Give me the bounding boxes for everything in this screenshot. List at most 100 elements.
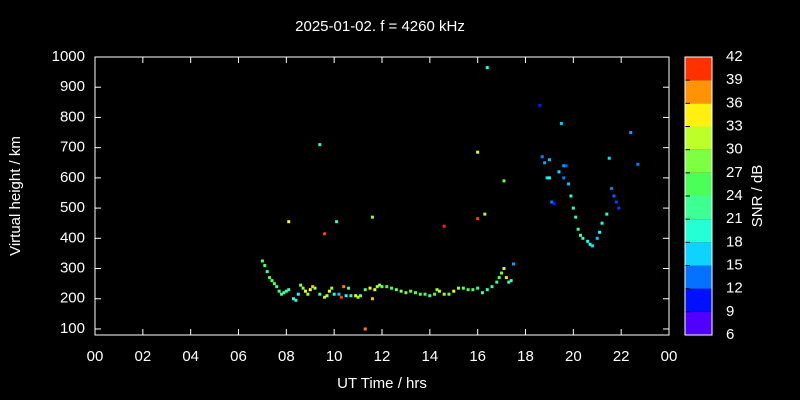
data-point [538, 103, 542, 107]
y-tick-label: 700 [60, 139, 85, 156]
data-point [433, 292, 437, 296]
data-point [590, 244, 594, 248]
data-point [437, 289, 441, 293]
data-point [301, 286, 305, 290]
colorbar-block [685, 265, 712, 289]
data-point [296, 292, 300, 296]
data-point [567, 182, 571, 186]
data-point [394, 288, 398, 292]
data-point [435, 288, 439, 292]
data-point [373, 288, 377, 292]
colorbar-tick-label: 15 [726, 256, 743, 273]
data-point [495, 280, 499, 284]
data-point [483, 212, 487, 216]
data-point [363, 288, 367, 292]
data-point [617, 206, 621, 210]
data-point [504, 276, 508, 280]
data-point [342, 285, 346, 289]
data-point [390, 286, 394, 290]
x-tick-label: 02 [134, 348, 151, 365]
data-point [552, 202, 556, 206]
data-point [313, 286, 317, 290]
data-point [323, 232, 327, 236]
x-tick-label: 18 [517, 348, 534, 365]
y-tick-label: 200 [60, 290, 85, 307]
data-point [363, 327, 367, 331]
colorbar-block [685, 149, 712, 173]
x-tick-label: 10 [326, 348, 343, 365]
data-point [507, 280, 511, 284]
y-tick-label: 300 [60, 259, 85, 276]
data-point [270, 279, 274, 283]
data-point [413, 291, 417, 295]
data-point [260, 259, 264, 263]
data-point [294, 298, 298, 302]
data-point [332, 292, 336, 296]
colorbar-block [685, 196, 712, 220]
colorbar-tick-label: 24 [726, 187, 743, 204]
data-point [358, 294, 362, 298]
data-point [354, 294, 358, 298]
data-point [287, 220, 291, 224]
data-point [349, 294, 353, 298]
y-axis-label: Virtual height / km [7, 136, 24, 256]
data-point [497, 276, 501, 280]
data-point [614, 200, 618, 204]
y-tick-label: 400 [60, 229, 85, 246]
y-tick-label: 500 [60, 199, 85, 216]
data-point [404, 291, 408, 295]
data-point [265, 270, 269, 274]
data-point [277, 289, 281, 293]
data-point [600, 221, 604, 225]
data-point [339, 295, 343, 299]
data-point [292, 297, 296, 301]
x-tick-label: 00 [661, 348, 678, 365]
data-point [311, 285, 315, 289]
data-point [564, 164, 568, 168]
chart-title: 2025-01-02. f = 4260 kHz [295, 18, 465, 35]
data-point [356, 295, 360, 299]
data-point [576, 227, 580, 231]
data-point [636, 162, 640, 166]
data-point [303, 289, 307, 293]
data-point [370, 215, 374, 219]
data-point [490, 285, 494, 289]
data-point [447, 292, 451, 296]
data-point [344, 294, 348, 298]
x-tick-label: 14 [421, 348, 438, 365]
data-point [272, 282, 276, 286]
colorbar-block [685, 57, 712, 81]
data-point [280, 292, 284, 296]
x-tick-label: 04 [182, 348, 199, 365]
y-tick-label: 800 [60, 108, 85, 125]
colorbar-block [685, 242, 712, 266]
data-point [595, 236, 599, 240]
x-tick-label: 20 [565, 348, 582, 365]
data-point [287, 288, 291, 292]
data-point [540, 155, 544, 159]
data-point [325, 294, 329, 298]
data-point [485, 288, 489, 292]
data-point [547, 176, 551, 180]
data-point [318, 143, 322, 147]
data-point [452, 289, 456, 293]
data-point [306, 292, 310, 296]
data-point [399, 289, 403, 293]
data-point [418, 292, 422, 296]
data-point [562, 176, 566, 180]
colorbar-label: SNR / dB [749, 165, 766, 228]
colorbar-tick-label: 21 [726, 210, 743, 227]
colorbar-tick-label: 18 [726, 233, 743, 250]
colorbar-block [685, 311, 712, 335]
colorbar-tick-label: 30 [726, 141, 743, 158]
x-tick-label: 00 [87, 348, 104, 365]
data-point [428, 294, 432, 298]
data-point [370, 297, 374, 301]
data-point [378, 283, 382, 287]
data-point [275, 285, 279, 289]
data-point [547, 158, 551, 162]
data-point [586, 239, 590, 243]
